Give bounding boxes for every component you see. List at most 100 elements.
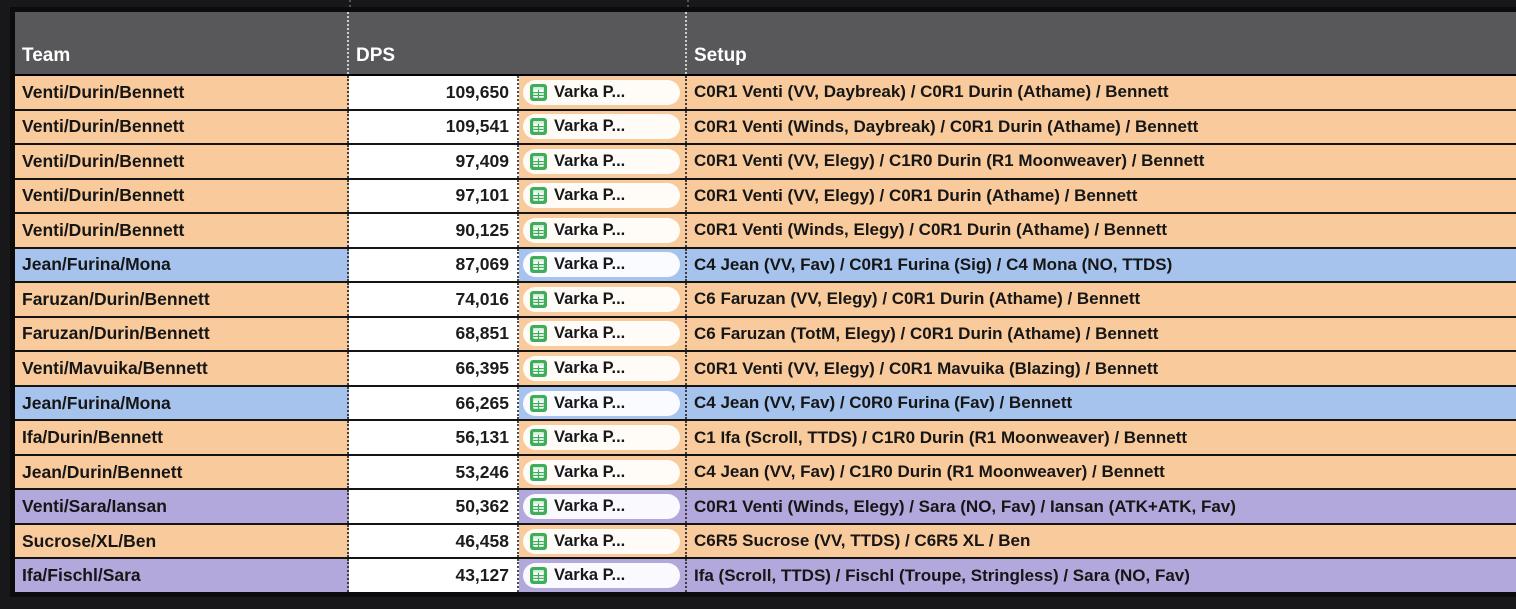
column-header-team: Team [15, 12, 349, 74]
table-row: Venti/Durin/Bennett 109,650 Varka P... [15, 76, 1516, 111]
dps-value: 74,016 [455, 288, 509, 309]
setup-text: C0R1 Venti (VV, Daybreak) / C0R1 Durin (… [694, 82, 1169, 102]
sheet-link-chip[interactable]: Varka P... [523, 183, 680, 209]
link-cell: Varka P... [519, 283, 687, 316]
sheet-link-chip[interactable]: Varka P... [523, 252, 680, 278]
dps-value: 68,851 [455, 323, 509, 344]
link-cell: Varka P... [519, 559, 687, 592]
gridline-dot [349, 0, 351, 7]
team-cell: Venti/Durin/Bennett [15, 76, 349, 109]
team-name: Jean/Durin/Bennett [22, 461, 183, 482]
table-row: Venti/Durin/Bennett 97,101 Varka P... [15, 179, 1516, 215]
setup-cell: C6 Faruzan (TotM, Elegy) / C0R1 Durin (A… [687, 317, 1516, 351]
sheets-icon [530, 187, 547, 205]
link-cell: Varka P... [519, 317, 687, 351]
link-cell: Varka P... [519, 455, 687, 489]
setup-cell: C0R1 Venti (Winds, Elegy) / C0R1 Durin (… [687, 214, 1516, 247]
dps-cell: 87,069 [349, 248, 519, 282]
setup-text: C1 Ifa (Scroll, TTDS) / C1R0 Durin (R1 M… [694, 427, 1188, 447]
setup-text: Ifa (Scroll, TTDS) / Fischl (Troupe, Str… [694, 565, 1190, 585]
dps-value: 43,127 [455, 565, 509, 586]
team-name: Venti/Sara/Iansan [22, 496, 167, 517]
sheet-link-chip[interactable]: Varka P... [523, 356, 680, 382]
sheets-icon [530, 567, 547, 585]
link-cell: Varka P... [519, 386, 687, 420]
link-cell: Varka P... [519, 76, 687, 109]
sheet-link-chip[interactable]: Varka P... [523, 390, 680, 416]
sheet-link-label: Varka P... [554, 359, 626, 378]
dps-value: 87,069 [455, 254, 509, 275]
team-name: Jean/Furina/Mona [22, 254, 171, 275]
sheet-link-label: Varka P... [554, 324, 626, 343]
column-header-setup-label: Setup [694, 45, 747, 66]
sheet-link-label: Varka P... [554, 151, 626, 170]
team-cell: Venti/Sara/Iansan [15, 490, 349, 523]
sheets-icon [530, 429, 547, 447]
sheet-link-chip[interactable]: Varka P... [523, 459, 680, 485]
table-row: Venti/Durin/Bennett 97,409 Varka P... [15, 145, 1516, 180]
sheet-link-chip[interactable]: Varka P... [523, 528, 680, 554]
link-cell: Varka P... [519, 352, 687, 385]
dps-value: 46,458 [455, 530, 509, 551]
setup-text: C0R1 Venti (VV, Elegy) / C1R0 Durin (R1 … [694, 151, 1205, 171]
sheets-icon [530, 498, 547, 516]
setup-cell: C6R5 Sucrose (VV, TTDS) / C6R5 XL / Ben [687, 524, 1516, 558]
sheets-icon [530, 221, 547, 239]
sheets-icon [530, 118, 547, 136]
table-row: Jean/Durin/Bennett 53,246 Varka P... [15, 455, 1516, 491]
team-name: Faruzan/Durin/Bennett [22, 288, 210, 309]
dps-cell: 43,127 [349, 559, 519, 592]
table-row: Venti/Durin/Bennett 90,125 Varka P... [15, 214, 1516, 249]
sheet-link-chip[interactable]: Varka P... [523, 321, 680, 347]
setup-cell: C0R1 Venti (VV, Elegy) / C1R0 Durin (R1 … [687, 145, 1516, 178]
sheet-link-chip[interactable]: Varka P... [523, 79, 680, 105]
dps-value: 109,541 [445, 116, 509, 137]
sheet-link-chip[interactable]: Varka P... [523, 425, 680, 451]
setup-cell: C6 Faruzan (VV, Elegy) / C0R1 Durin (Ath… [687, 283, 1516, 316]
sheet-link-label: Varka P... [554, 393, 626, 412]
column-header-dps-label: DPS [356, 45, 396, 66]
team-name: Ifa/Fischl/Sara [22, 565, 141, 586]
team-cell: Jean/Durin/Bennett [15, 455, 349, 489]
sheets-icon [530, 256, 547, 274]
team-cell: Venti/Durin/Bennett [15, 214, 349, 247]
team-cell: Venti/Durin/Bennett [15, 179, 349, 213]
dps-cell: 50,362 [349, 490, 519, 523]
sheet-link-label: Varka P... [554, 220, 626, 239]
setup-cell: C0R1 Venti (Winds, Daybreak) / C0R1 Duri… [687, 110, 1516, 144]
table-row: Faruzan/Durin/Bennett 68,851 Varka P... [15, 317, 1516, 353]
dps-cell: 109,541 [349, 110, 519, 144]
setup-text: C6 Faruzan (VV, Elegy) / C0R1 Durin (Ath… [694, 289, 1141, 309]
setup-text: C4 Jean (VV, Fav) / C0R1 Furina (Sig) / … [694, 254, 1173, 274]
sheet-link-label: Varka P... [554, 82, 626, 101]
dps-cell: 97,101 [349, 179, 519, 213]
dps-cell: 46,458 [349, 524, 519, 558]
dps-value: 66,395 [455, 358, 509, 379]
sheet-link-label: Varka P... [554, 531, 626, 550]
table-header-row: Team DPS Setup [15, 12, 1516, 76]
dps-cell: 97,409 [349, 145, 519, 178]
column-header-team-label: Team [22, 45, 71, 66]
setup-cell: C1 Ifa (Scroll, TTDS) / C1R0 Durin (R1 M… [687, 421, 1516, 454]
team-name: Venti/Durin/Bennett [22, 116, 185, 137]
sheet-link-chip[interactable]: Varka P... [523, 563, 680, 589]
sheet-link-chip[interactable]: Varka P... [523, 286, 680, 312]
team-cell: Jean/Furina/Mona [15, 386, 349, 420]
sheet-link-chip[interactable]: Varka P... [523, 494, 680, 520]
setup-text: C6R5 Sucrose (VV, TTDS) / C6R5 XL / Ben [694, 531, 1031, 551]
team-cell: Faruzan/Durin/Bennett [15, 283, 349, 316]
team-cell: Venti/Mavuika/Bennett [15, 352, 349, 385]
dps-value: 50,362 [455, 496, 509, 517]
sheets-icon [530, 463, 547, 481]
team-name: Venti/Durin/Bennett [22, 219, 185, 240]
sheet-link-chip[interactable]: Varka P... [523, 114, 680, 140]
dps-cell: 68,851 [349, 317, 519, 351]
setup-text: C4 Jean (VV, Fav) / C0R0 Furina (Fav) / … [694, 393, 1073, 413]
team-name: Venti/Durin/Bennett [22, 150, 185, 171]
sheet-link-label: Varka P... [554, 566, 626, 585]
setup-text: C0R1 Venti (VV, Elegy) / C0R1 Mavuika (B… [694, 358, 1159, 378]
sheet-link-chip[interactable]: Varka P... [523, 217, 680, 243]
table-row: Sucrose/XL/Ben 46,458 Varka P... [15, 524, 1516, 560]
sheets-icon [530, 290, 547, 308]
sheet-link-chip[interactable]: Varka P... [523, 148, 680, 174]
